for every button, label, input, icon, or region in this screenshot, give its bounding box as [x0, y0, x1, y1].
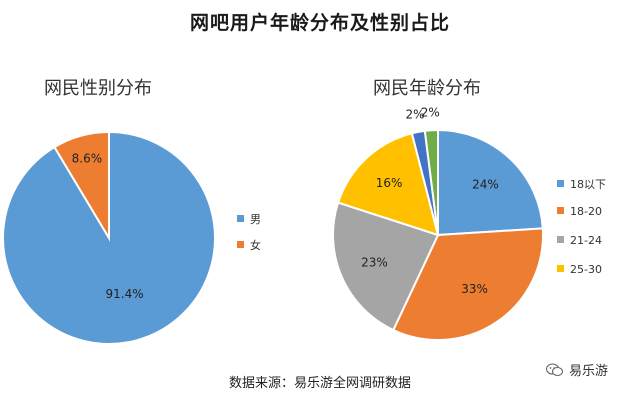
data-source-note: 数据来源：易乐游全网调研数据 [228, 376, 411, 391]
page-title: 网吧用户年龄分布及性别占比 [189, 12, 450, 34]
legend-swatch [557, 207, 564, 214]
legend-label: 女 [250, 239, 261, 252]
watermark-text: 易乐游 [569, 364, 609, 379]
legend-swatch [237, 215, 244, 222]
legend-item: 女 [237, 237, 261, 253]
age-chart-title: 网民年龄分布 [373, 78, 481, 99]
pie-1-label-1: 33% [461, 282, 488, 296]
legend-swatch [557, 236, 564, 243]
legend-swatch [557, 265, 564, 272]
legend-swatch [237, 241, 244, 248]
legend-item: 25-30 [557, 263, 602, 276]
pie-1-label-4: 2% [405, 107, 424, 121]
pie-0-label-1: 8.6% [72, 151, 103, 165]
legend-label: 18-20 [570, 205, 602, 218]
pie-1-slice-3 [336, 132, 440, 237]
wechat-icon [546, 363, 563, 377]
pie-1-slice-2 [332, 201, 440, 332]
pie-1-label-0: 24% [472, 177, 499, 191]
pie-0-slice-1 [53, 130, 110, 242]
legend-swatch [557, 180, 564, 187]
pie-0-label-0: 91.4% [105, 287, 143, 301]
pie-1-slice-1 [391, 227, 544, 341]
legend-item: 18以下 [557, 176, 606, 192]
legend-item: 18-20 [557, 205, 602, 218]
pie-0 [2, 130, 216, 345]
legend-label: 18以下 [570, 178, 606, 191]
pie-1-label-3: 16% [376, 176, 403, 190]
gender-chart-title: 网民性别分布 [44, 78, 152, 99]
legend-label: 男 [250, 213, 261, 226]
pie-1 [332, 128, 544, 341]
pie-1-slice-0 [437, 128, 544, 237]
legend-label: 21-24 [570, 234, 602, 247]
pie-1-label-5: 2% [421, 105, 440, 119]
pie-1-slice-5 [423, 128, 439, 236]
watermark: 易乐游 [546, 360, 608, 379]
legend-label: 25-30 [570, 263, 602, 276]
legend-item: 男 [237, 211, 261, 227]
pie-1-label-2: 23% [361, 256, 388, 270]
legend-item: 21-24 [557, 234, 602, 247]
